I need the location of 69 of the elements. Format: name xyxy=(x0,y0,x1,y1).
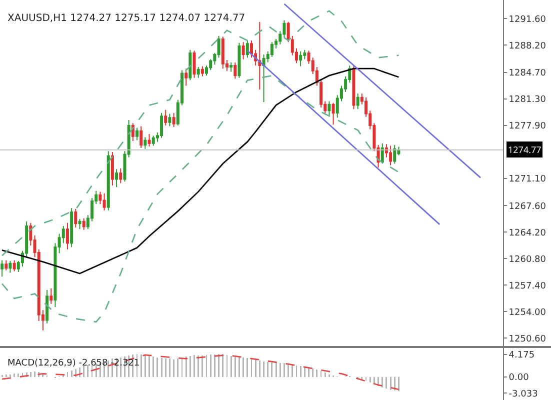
candlestick xyxy=(110,151,114,186)
y-tick-label: 1250.60 xyxy=(508,334,546,344)
candlestick xyxy=(196,66,200,78)
candlestick xyxy=(140,126,143,149)
candlestick xyxy=(262,54,266,103)
candlestick xyxy=(352,64,356,110)
candlestick xyxy=(393,144,396,164)
y-tick-label: -3.033 xyxy=(508,389,538,400)
candlestick xyxy=(135,127,138,141)
y-tick-label: 4.175 xyxy=(508,350,535,361)
line-series xyxy=(1,10,400,256)
y-tick-label: 1288.20 xyxy=(508,41,546,52)
candlestick xyxy=(78,218,82,230)
candlestick xyxy=(299,50,302,67)
candlestick xyxy=(184,68,188,86)
candlestick xyxy=(152,135,155,146)
candlestick xyxy=(389,145,392,166)
line-series xyxy=(1,68,400,274)
line-series xyxy=(1,74,400,323)
candlestick xyxy=(234,62,237,80)
candlestick xyxy=(70,208,74,248)
candlestick xyxy=(172,112,176,128)
y-tick-label: 1254.00 xyxy=(508,308,546,318)
candlestick xyxy=(119,168,122,184)
candlestick xyxy=(8,260,12,274)
candlestick xyxy=(50,288,53,304)
candlestick xyxy=(4,260,8,271)
y-tick-label: 1267.60 xyxy=(508,202,546,212)
candlestick xyxy=(74,208,78,228)
candlestick xyxy=(188,49,192,81)
candlestick xyxy=(328,100,331,116)
candlestick xyxy=(106,150,110,211)
y-tick-label: 1260.80 xyxy=(508,254,546,265)
candlestick xyxy=(258,21,262,90)
y-tick-label: 1281.30 xyxy=(508,95,546,106)
candlestick xyxy=(380,142,384,164)
candlestick xyxy=(230,62,233,72)
y-tick-label: 1271.10 xyxy=(508,174,546,185)
candlestick xyxy=(286,21,290,43)
candlestick xyxy=(238,42,241,78)
candlestick xyxy=(168,113,172,127)
candlestick xyxy=(148,134,151,147)
candlestick xyxy=(160,112,164,138)
candlestick xyxy=(102,192,106,211)
candlestick xyxy=(164,109,168,126)
y-tick-label: 1291.60 xyxy=(508,14,546,25)
candlestick xyxy=(115,168,118,188)
y-tick-label: 1284.70 xyxy=(508,68,546,79)
text: MACD(12,26,9) -2.658 -2.321 xyxy=(8,358,140,369)
candlestick xyxy=(82,218,86,230)
candlestick xyxy=(242,42,245,60)
candlestick xyxy=(12,260,16,272)
candlestick xyxy=(46,289,49,324)
candlestick xyxy=(0,260,4,278)
candlestick xyxy=(221,36,224,70)
text: XAUUSD,H1 1274.27 1275.17 1274.07 1274.77 xyxy=(8,12,246,24)
y-tick-label: 1264.20 xyxy=(508,228,546,238)
y-tick-label: 0.00 xyxy=(508,373,530,384)
candlestick xyxy=(144,136,147,150)
y-tick-label: 1277.90 xyxy=(508,122,546,132)
candlestick xyxy=(246,40,249,58)
candlestick xyxy=(332,102,335,126)
candlestick xyxy=(356,93,360,110)
ref-line-label: 1274.77 xyxy=(508,143,542,156)
candlestick xyxy=(200,66,204,77)
line-series xyxy=(1,354,400,390)
y-tick-label: 1257.40 xyxy=(508,281,546,292)
candlestick xyxy=(66,222,69,250)
candlestick xyxy=(192,50,196,78)
